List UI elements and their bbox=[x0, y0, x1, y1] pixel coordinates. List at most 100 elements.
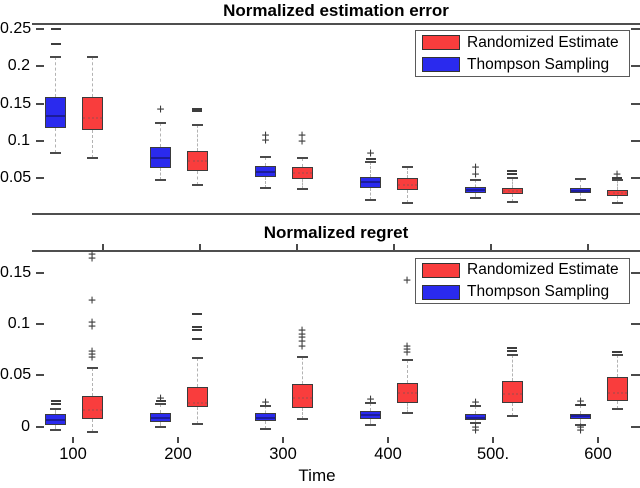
axis-line-bottom bbox=[32, 213, 640, 215]
whisker-upper bbox=[616, 354, 618, 378]
legend-swatch-red bbox=[422, 262, 460, 278]
legend-item-randomized-estimate: Randomized Estimate bbox=[422, 34, 623, 52]
whisker-cap-bottom bbox=[191, 184, 203, 187]
whisker-lower bbox=[580, 418, 581, 425]
whisker-cap-bottom bbox=[575, 199, 586, 202]
x-tick bbox=[72, 437, 74, 443]
outlier-dash-marker bbox=[192, 326, 202, 329]
y-tick-left bbox=[36, 374, 44, 377]
outlier-plus-marker: + bbox=[471, 419, 480, 435]
y-tick-right bbox=[631, 425, 640, 428]
outlier-plus-marker: + bbox=[366, 392, 375, 408]
median-line bbox=[502, 392, 522, 395]
whisker-lower bbox=[91, 418, 93, 432]
outlier-dash-marker bbox=[50, 28, 61, 31]
whisker-cap-bottom bbox=[260, 187, 271, 190]
x-tick bbox=[597, 437, 599, 443]
y-tick-right bbox=[631, 374, 640, 377]
x-tick-label: 500. bbox=[476, 445, 510, 463]
y-tick-right bbox=[631, 102, 640, 105]
whisker-cap-bottom bbox=[191, 422, 203, 425]
chart-title-estimation-error: Normalized estimation error bbox=[223, 1, 449, 20]
whisker-cap-bottom bbox=[575, 423, 586, 426]
outlier-plus-marker: + bbox=[613, 167, 621, 183]
x-tick-top bbox=[393, 244, 395, 250]
whisker-upper bbox=[55, 409, 56, 415]
median-line bbox=[46, 115, 65, 118]
legend-item-thompson-sampling: Thompson Sampling bbox=[422, 56, 623, 74]
outlier-dash-marker bbox=[612, 350, 622, 353]
x-tick bbox=[177, 437, 179, 443]
outlier-dash-marker bbox=[575, 404, 586, 407]
whisker-lower bbox=[511, 403, 513, 417]
median-line bbox=[466, 416, 485, 419]
axis-line-top bbox=[32, 23, 640, 25]
whisker-cap-bottom bbox=[50, 428, 61, 431]
x-tick-label: 300 bbox=[269, 445, 297, 463]
box-randomized-estimate bbox=[81, 395, 103, 419]
whisker-lower bbox=[475, 419, 476, 423]
whisker-lower bbox=[511, 194, 513, 202]
whisker-cap-bottom bbox=[260, 427, 271, 430]
whisker-cap-top bbox=[86, 55, 98, 58]
x-tick-label: 600 bbox=[584, 445, 612, 463]
x-tick-label: 200 bbox=[164, 445, 192, 463]
median-line bbox=[466, 188, 485, 191]
whisker-cap-top bbox=[401, 358, 413, 361]
whisker-cap-bottom bbox=[155, 425, 166, 428]
box-randomized-estimate bbox=[606, 377, 628, 402]
whisker-cap-bottom bbox=[401, 202, 413, 205]
legend-swatch-red bbox=[422, 35, 460, 50]
chart-title-regret: Normalized regret bbox=[263, 223, 409, 242]
whisker-upper bbox=[265, 406, 266, 414]
outlier-plus-marker: + bbox=[261, 395, 270, 411]
whisker-lower bbox=[475, 192, 476, 199]
median-line bbox=[361, 414, 380, 417]
box-thompson-sampling bbox=[45, 96, 66, 129]
whisker-upper bbox=[55, 57, 56, 97]
box-randomized-estimate bbox=[291, 383, 313, 409]
median-line bbox=[607, 391, 627, 394]
y-tick-left bbox=[36, 177, 44, 180]
legend-label: Randomized Estimate bbox=[467, 261, 619, 278]
whisker-lower bbox=[301, 178, 303, 190]
median-line bbox=[82, 116, 102, 119]
y-tick-label: 0.05 bbox=[0, 366, 32, 384]
y-tick-label: 0 bbox=[21, 417, 30, 435]
outlier-plus-marker: + bbox=[298, 338, 306, 354]
y-tick-label: 0.1 bbox=[7, 131, 30, 149]
x-tick-top bbox=[587, 244, 589, 250]
outlier-dash-marker bbox=[612, 177, 622, 180]
whisker-cap-top bbox=[296, 355, 308, 358]
whisker-upper bbox=[370, 161, 371, 178]
whisker-cap-top bbox=[506, 353, 518, 356]
whisker-cap-top bbox=[401, 165, 413, 168]
whisker-lower bbox=[265, 177, 266, 189]
outlier-plus-marker: + bbox=[403, 341, 411, 357]
outlier-dash-marker bbox=[192, 338, 202, 341]
whisker-cap-bottom bbox=[365, 199, 376, 202]
outlier-dash-marker bbox=[507, 346, 517, 349]
whisker-upper bbox=[301, 157, 303, 167]
whisker-cap-top bbox=[611, 179, 623, 182]
y-tick-right bbox=[631, 322, 640, 325]
outlier-plus-marker: + bbox=[88, 346, 96, 362]
y-tick-label: 0.1 bbox=[7, 314, 30, 332]
outlier-dash-marker bbox=[50, 400, 61, 403]
whisker-upper bbox=[406, 166, 408, 179]
outlier-dash-marker bbox=[192, 312, 202, 315]
whisker-upper bbox=[91, 56, 93, 97]
median-line bbox=[151, 416, 170, 419]
whisker-cap-bottom bbox=[611, 408, 623, 411]
whisker-upper bbox=[301, 356, 303, 384]
whisker-upper bbox=[475, 180, 476, 187]
x-tick-top bbox=[296, 244, 298, 250]
whisker-cap-bottom bbox=[296, 188, 308, 191]
median-line bbox=[82, 409, 102, 412]
legend-swatch-blue bbox=[422, 284, 460, 300]
x-tick-top bbox=[199, 244, 201, 250]
legend-regret: Randomized Estimate Thompson Sampling bbox=[415, 258, 630, 304]
whisker-cap-top bbox=[191, 124, 203, 127]
whisker-cap-bottom bbox=[470, 421, 481, 424]
whisker-cap-top bbox=[470, 405, 481, 408]
